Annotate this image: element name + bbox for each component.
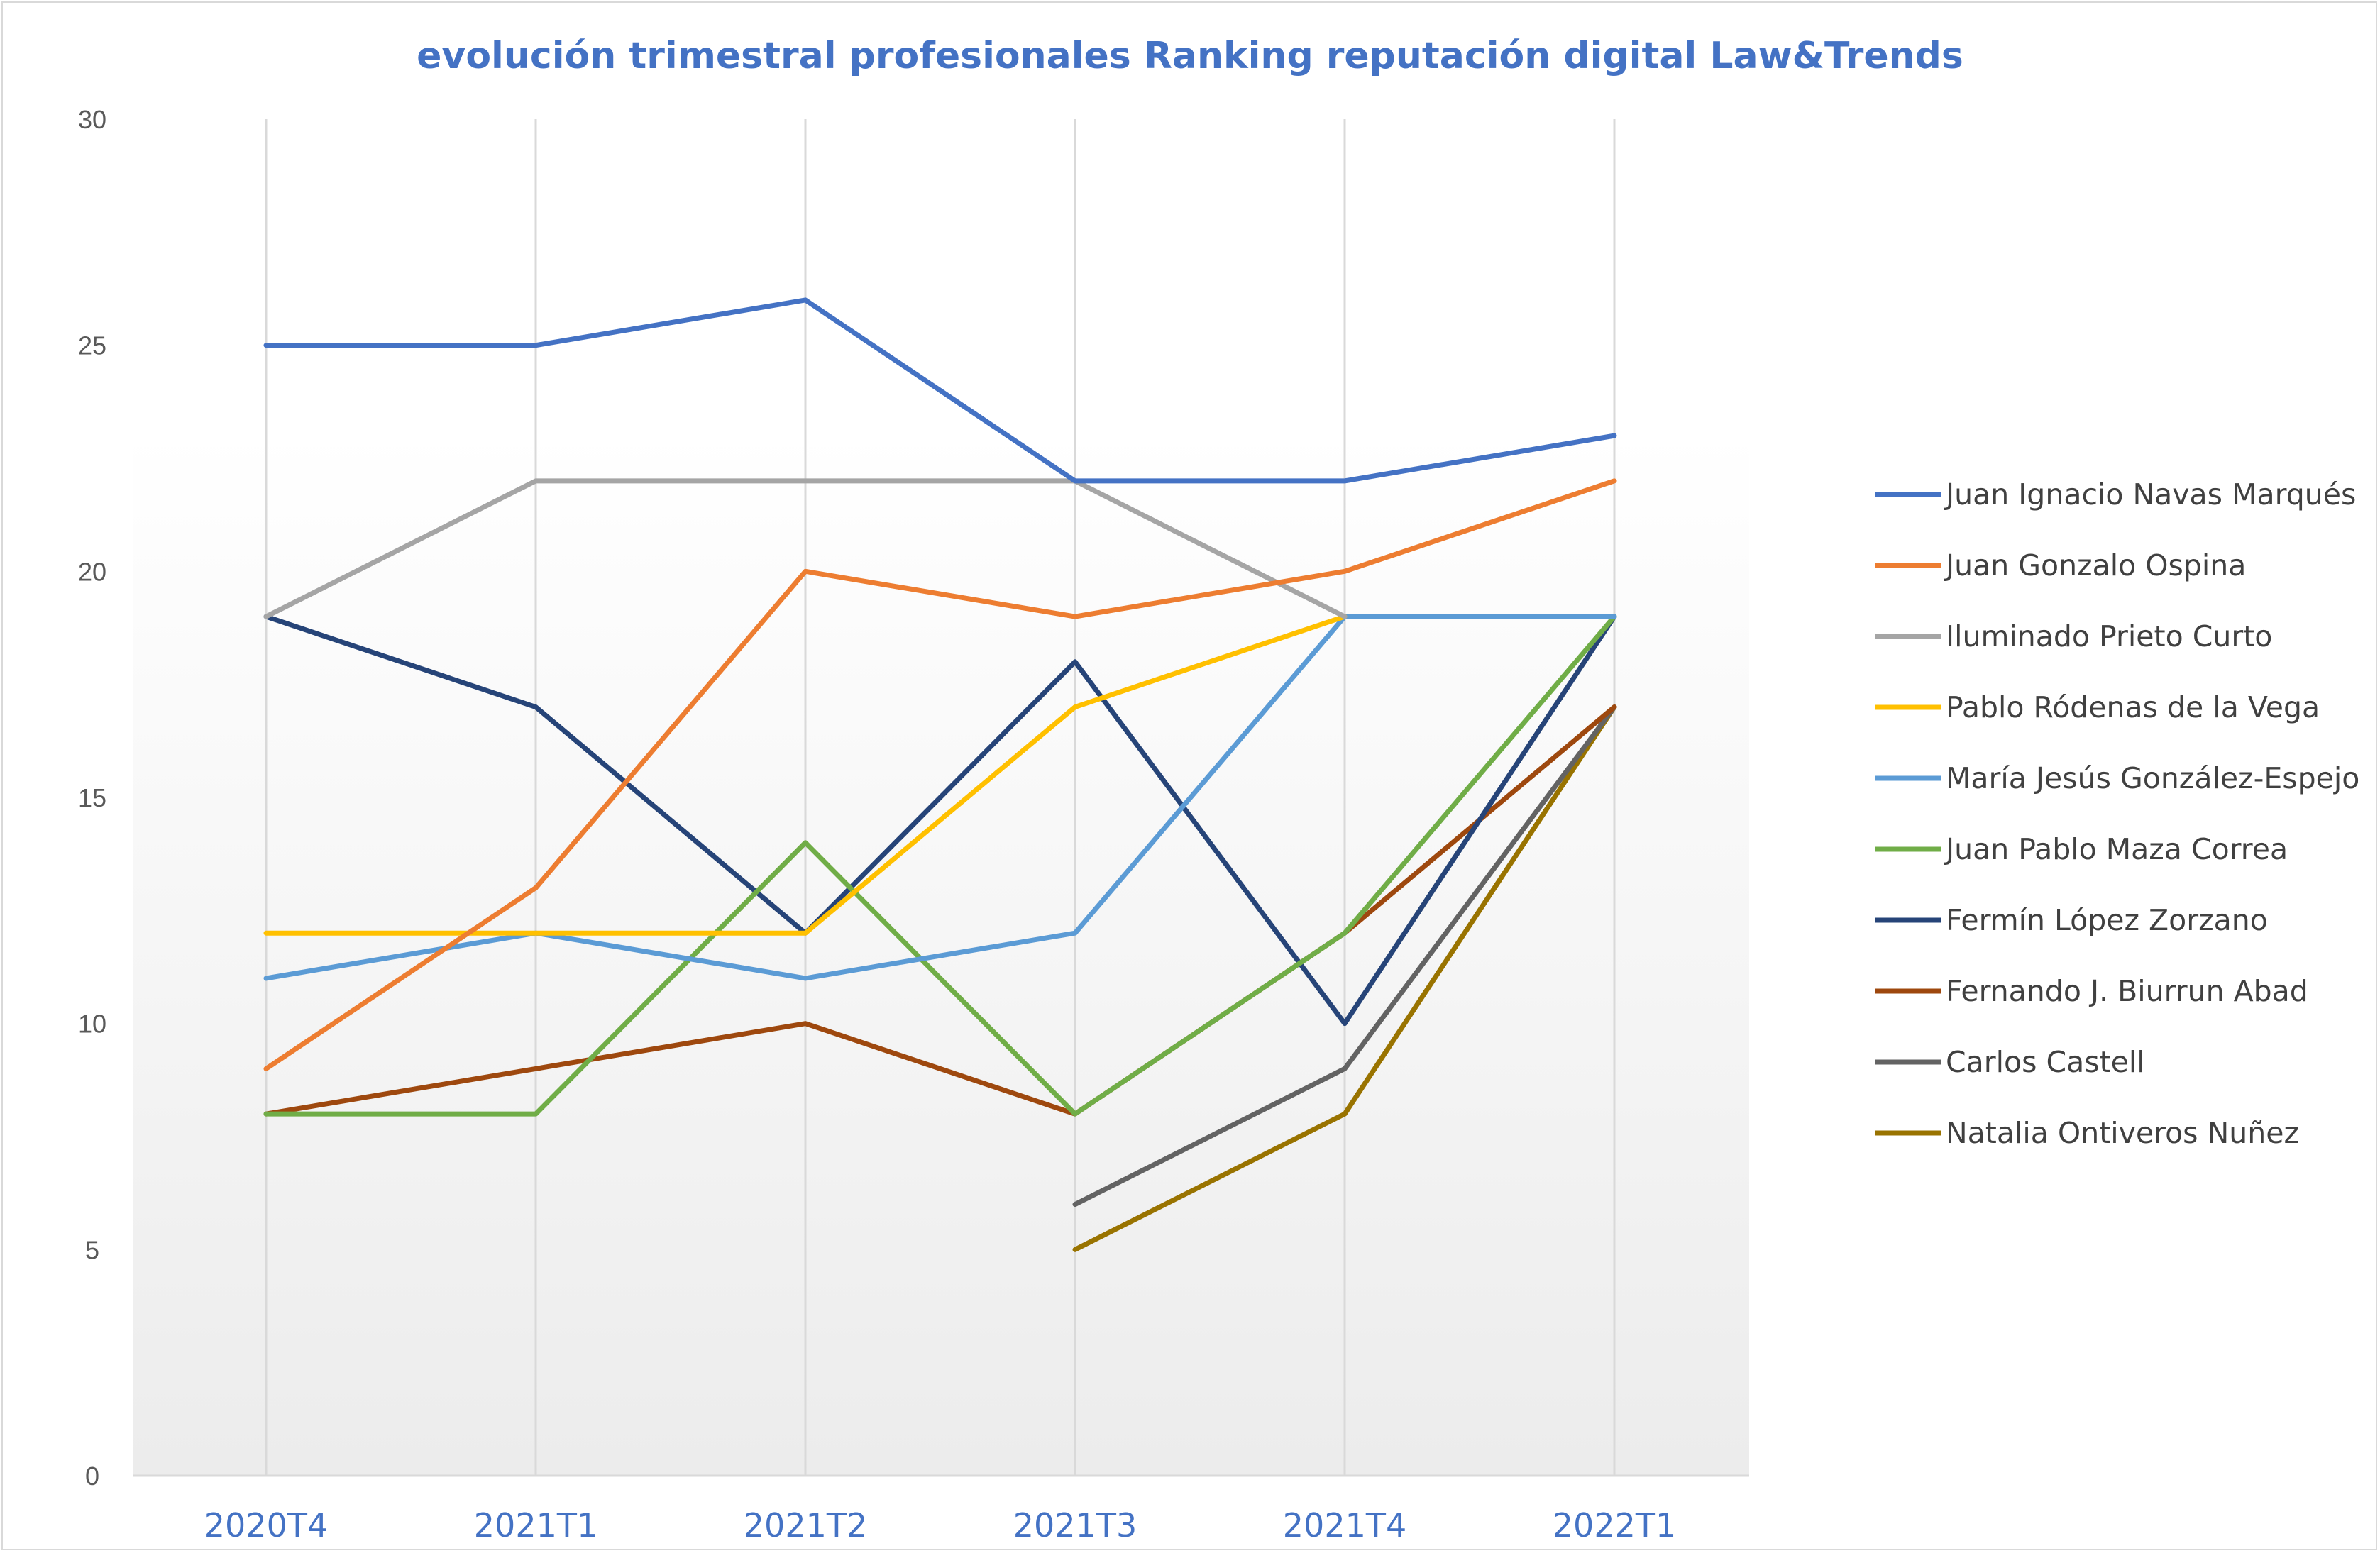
legend-entry: Fernando J. Biurrun Abad [1946, 974, 2308, 1008]
x-tick-label: 2021T4 [1283, 1506, 1406, 1544]
x-axis-labels: 2020T4 2021T1 2021T2 2021T3 2021T4 2022T1 [204, 1506, 1676, 1544]
series-line [263, 614, 1617, 1027]
x-tick-label: 2020T4 [204, 1506, 328, 1544]
y-tick-label: 15 [78, 783, 106, 812]
series-line [263, 478, 1348, 619]
legend-entry: Iluminado Prieto Curto [1946, 619, 2272, 653]
series-line [263, 478, 1617, 1071]
y-axis: 0 5 10 15 20 25 30 [78, 105, 106, 1491]
x-tick-label: 2021T3 [1013, 1506, 1137, 1544]
series-lines [263, 297, 1617, 1252]
legend-entry: Carlos Castell [1946, 1045, 2145, 1079]
x-tick-label: 2021T2 [744, 1506, 867, 1544]
series-line [263, 704, 1617, 1117]
series-line [263, 297, 1617, 484]
y-tick-label: 25 [78, 331, 106, 360]
series-line [1072, 704, 1617, 1207]
legend-entry: Pablo Ródenas de la Vega [1946, 690, 2320, 724]
y-tick-label: 0 [85, 1461, 99, 1491]
legend: Juan Ignacio Navas Marqués Juan Gonzalo O… [1875, 477, 2359, 1150]
legend-entry: Fermín López Zorzano [1946, 903, 2268, 937]
series-line [263, 614, 1617, 1117]
y-tick-label: 20 [78, 557, 106, 586]
series-line [263, 614, 1348, 936]
chart-title: evolución trimestral profesionales Ranki… [417, 35, 1963, 77]
legend-entry: Juan Ignacio Navas Marqués [1944, 477, 2356, 512]
y-tick-label: 5 [85, 1235, 99, 1264]
series-line [1072, 704, 1617, 1252]
x-tick-label: 2021T1 [474, 1506, 597, 1544]
legend-entry: Juan Gonzalo Ospina [1944, 548, 2246, 582]
series-line [263, 614, 1617, 981]
x-tick-label: 2022T1 [1553, 1506, 1676, 1544]
legend-entry: Juan Pablo Maza Correa [1944, 832, 2288, 866]
legend-entry: María Jesús González-Espejo [1946, 761, 2359, 795]
y-tick-label: 30 [78, 105, 106, 134]
y-tick-label: 10 [78, 1010, 106, 1039]
legend-entry: Natalia Ontiveros Nuñez [1946, 1116, 2299, 1150]
